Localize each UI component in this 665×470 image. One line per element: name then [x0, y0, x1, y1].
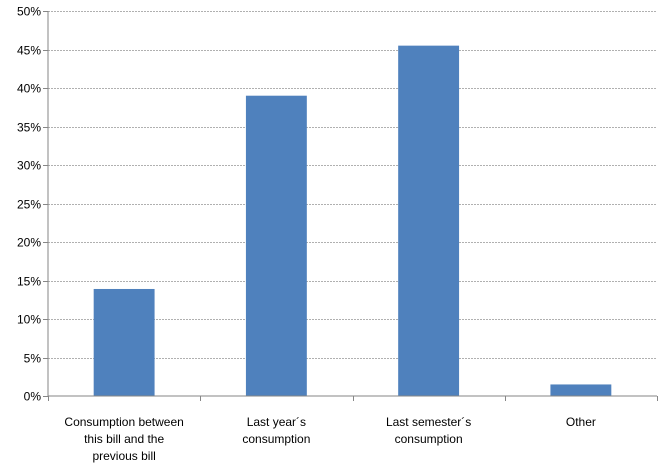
y-tick-label: 40% — [17, 82, 41, 96]
bar — [93, 288, 155, 396]
x-tick-label-line: Last semester´s — [386, 415, 471, 429]
axes — [47, 11, 657, 397]
y-tick-label: 30% — [17, 159, 41, 173]
y-tick-label: 20% — [17, 236, 41, 250]
y-tick-label: 35% — [17, 121, 41, 135]
bar — [550, 384, 612, 396]
y-tick-label: 45% — [17, 44, 41, 58]
gridlines — [48, 11, 657, 359]
x-tick-label-line: this bill and the — [84, 432, 164, 446]
y-tick-label: 50% — [17, 5, 41, 19]
x-tick-label: Other — [566, 415, 596, 429]
x-tick-label: Last year´s consumption — [242, 415, 310, 446]
x-tick-labels: Consumption between this bill and the prev… — [48, 396, 658, 463]
y-tick-label: 5% — [24, 352, 42, 366]
x-tick-label-line: Last year´s — [247, 415, 306, 429]
y-tick-labels: 0% 5% 10% 15% 20% 25% 30% 35% 40% 45% 50% — [17, 5, 48, 404]
bar — [398, 45, 460, 397]
y-tick-label: 0% — [24, 390, 42, 404]
bars — [93, 45, 612, 397]
x-tick-label: Consumption between this bill and the prev… — [64, 415, 183, 463]
x-tick-label-line: consumption — [395, 432, 463, 446]
x-tick-label: Last semester´s consumption — [386, 415, 471, 446]
x-tick-label-line: previous bill — [92, 449, 155, 463]
y-tick-label: 15% — [17, 275, 41, 289]
y-tick-label: 25% — [17, 198, 41, 212]
x-tick-label-line: Consumption between — [64, 415, 183, 429]
y-tick-label: 10% — [17, 313, 41, 327]
bar — [245, 95, 307, 396]
x-tick-label-line: Other — [566, 415, 596, 429]
x-tick-label-line: consumption — [242, 432, 310, 446]
